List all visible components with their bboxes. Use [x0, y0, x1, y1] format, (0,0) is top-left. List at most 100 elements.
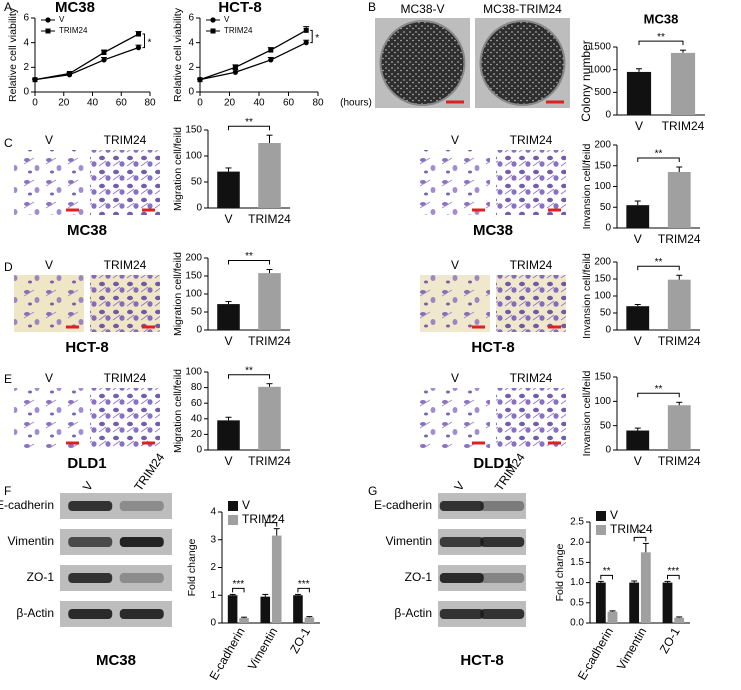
y-tick-label: 0: [605, 445, 611, 456]
blot-band: [480, 609, 525, 619]
significance-label: **: [603, 566, 611, 577]
y-axis-label: Migration cell/feild: [172, 127, 184, 211]
marker: [197, 77, 203, 83]
micrograph-caption: DLD1: [473, 455, 512, 472]
y-axis-label: Invansion cell/feild: [581, 143, 593, 229]
y-axis-label: Colony number: [579, 40, 593, 121]
significance-bracket: [264, 522, 278, 527]
x-tick-label: E-cadherin: [575, 625, 616, 682]
y-tick-label: 80: [191, 382, 203, 393]
y-tick-label: 2.5: [570, 517, 584, 528]
significance-bracket: [232, 587, 245, 593]
bar: [258, 143, 281, 208]
blot-band: [119, 537, 164, 547]
panel-letter: B: [368, 0, 376, 14]
legend-marker: [45, 17, 51, 23]
significance-bracket: [638, 40, 684, 46]
y-tick-label: 0: [23, 87, 29, 98]
bar: [670, 52, 696, 115]
y-tick-label: 200: [594, 257, 611, 268]
x-tick-label: TRIM24: [248, 454, 291, 468]
bar: [667, 279, 691, 330]
marker: [232, 64, 238, 70]
blot-band: [439, 537, 484, 547]
y-tick-label: 0: [605, 223, 611, 234]
x-tick-label: Vimentin: [614, 625, 649, 672]
blot-band: [119, 573, 164, 583]
significance-label: **: [655, 149, 663, 160]
x-tick-label: TRIM24: [658, 232, 701, 246]
significance-label: ***: [232, 579, 244, 590]
legend-marker: [45, 28, 51, 34]
blot-band: [119, 609, 164, 619]
x-tick-label: 80: [312, 98, 324, 109]
legend-label: V: [242, 498, 250, 512]
micrograph: [14, 275, 84, 332]
micrograph-label: V: [45, 371, 53, 385]
bar: [217, 171, 240, 208]
micrograph: [14, 150, 84, 215]
panel-letter: A: [4, 0, 12, 14]
chart-title: MC38: [644, 11, 679, 26]
blot-row-label: Vimentin: [386, 534, 432, 548]
y-axis-label: Relative cell viability: [7, 7, 19, 102]
bar: [626, 430, 650, 450]
y-tick-label: 150: [185, 271, 202, 282]
significance-bracket: [637, 265, 680, 271]
y-tick-label: 0: [605, 110, 611, 121]
marker: [101, 50, 107, 56]
bar: [626, 205, 650, 228]
blot-band: [439, 573, 484, 583]
bar: [293, 595, 303, 623]
marker: [268, 47, 274, 53]
significance-bracket: [600, 574, 613, 580]
y-tick-label: 2: [23, 62, 29, 73]
x-tick-label: V: [635, 119, 643, 133]
y-tick-label: 150: [594, 372, 611, 383]
x-tick-label: TRIM24: [662, 119, 705, 133]
x-tick-label: 0: [32, 98, 38, 109]
marker: [303, 40, 309, 46]
significance-bracket: [637, 157, 680, 162]
significance-label: ***: [298, 579, 310, 590]
micrograph-label: TRIM24: [510, 258, 553, 272]
x-tick-label: V: [224, 212, 232, 226]
y-axis-label: Migration cell/feild: [172, 369, 184, 453]
micrograph-label: V: [451, 133, 459, 147]
micrograph-caption: HCT-8: [65, 339, 108, 356]
y-tick-label: 60: [191, 398, 203, 409]
y-tick-label: 0: [188, 87, 194, 98]
y-tick-label: 100: [185, 289, 202, 300]
blot-band: [119, 501, 164, 511]
legend-swatch: [228, 501, 238, 511]
blot-band: [480, 537, 525, 547]
y-axis-label: Migration cell/feild: [172, 252, 184, 336]
y-tick-label: 4: [210, 507, 216, 518]
x-axis-label: (hours): [340, 98, 372, 109]
y-tick-label: 3: [210, 534, 216, 545]
blot-row-label: E-cadherin: [374, 498, 432, 512]
significance-bracket: [310, 29, 313, 44]
x-tick-label: V: [634, 454, 642, 468]
y-tick-label: 4: [23, 37, 29, 48]
y-tick-label: 1000: [589, 64, 612, 75]
bar: [662, 582, 673, 623]
significance-label: **: [655, 384, 663, 395]
marker: [136, 31, 141, 37]
y-tick-label: 40: [191, 413, 203, 424]
legend-label: TRIM24: [224, 26, 253, 35]
significance-bracket: [297, 587, 310, 593]
bar: [260, 596, 271, 623]
significance-bracket: [667, 574, 680, 580]
y-tick-label: 4: [188, 37, 194, 48]
y-tick-label: 20: [191, 429, 203, 440]
x-tick-label: V: [224, 334, 232, 348]
x-tick-label: V: [634, 232, 642, 246]
y-tick-label: 0: [196, 203, 202, 214]
y-axis-label: Invansion cell/feild: [581, 370, 593, 456]
blot-row-label: β-Actin: [16, 606, 54, 620]
bar: [674, 617, 685, 623]
bar: [304, 617, 315, 623]
bar: [258, 386, 281, 450]
y-tick-label: 1500: [589, 42, 612, 53]
